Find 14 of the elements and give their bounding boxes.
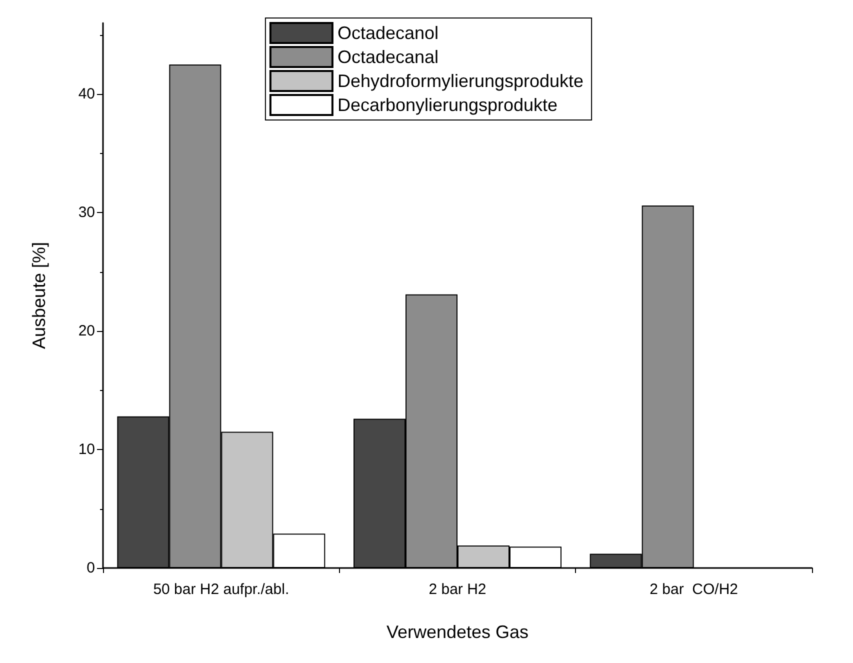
y-tick-label: 30 bbox=[78, 204, 95, 222]
y-tick-label: 10 bbox=[78, 441, 95, 458]
x-axis-title: Verwendetes Gas bbox=[386, 622, 529, 642]
legend-label: Octadecanal bbox=[337, 47, 439, 67]
legend-label: Decarbonylierungsprodukte bbox=[337, 95, 558, 115]
y-tick-label: 40 bbox=[78, 86, 95, 103]
legend-label: Dehydroformylierungsprodukte bbox=[337, 71, 584, 91]
x-tick-label: 2 bar CO/H2 bbox=[650, 581, 738, 598]
y-tick-label: 20 bbox=[78, 322, 95, 340]
y-tick-label: 0 bbox=[86, 560, 95, 576]
x-tick-label: 50 bar H2 aufpr./abl. bbox=[153, 581, 290, 598]
x-tick-label: 2 bar H2 bbox=[428, 581, 486, 598]
legend-label: Octadecanol bbox=[337, 23, 439, 43]
y-axis-title: Ausbeute [%] bbox=[29, 242, 49, 350]
